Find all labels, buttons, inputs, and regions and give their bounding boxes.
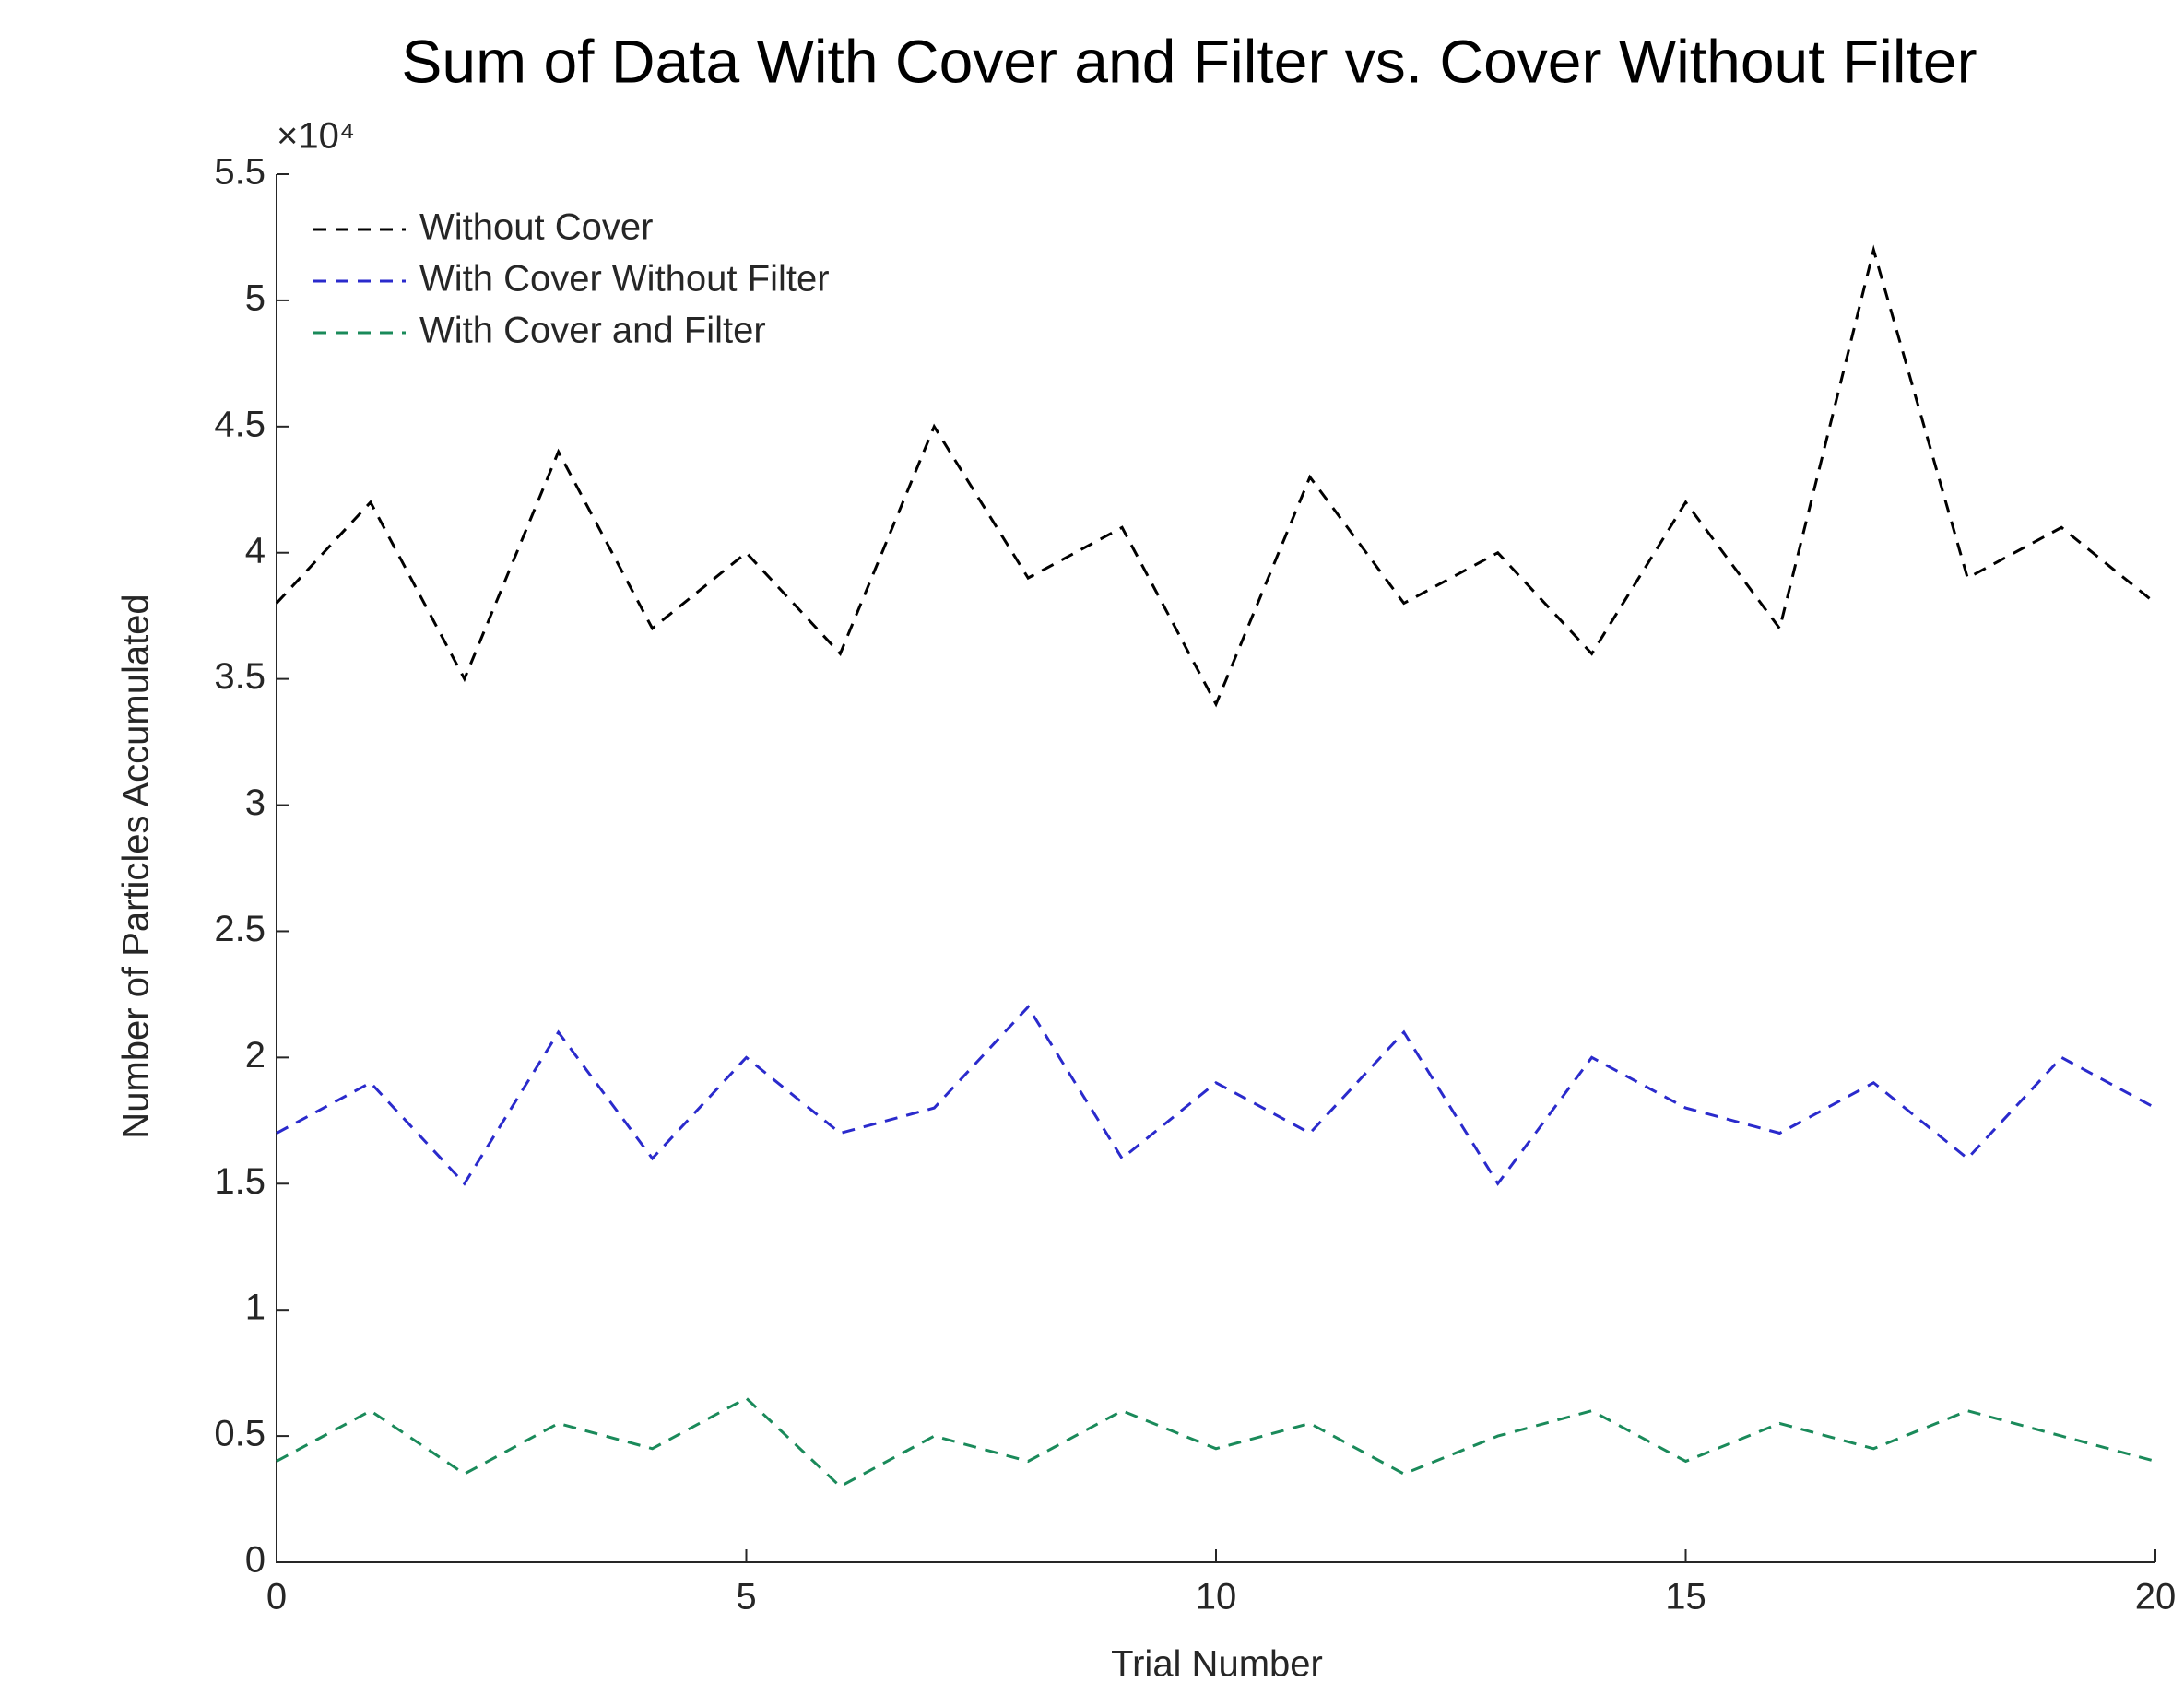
y-multiplier: ×10⁴ bbox=[277, 116, 355, 157]
y-tick-label: 0.5 bbox=[214, 1414, 266, 1454]
y-tick-label: 5 bbox=[245, 277, 266, 318]
y-tick-label: 1 bbox=[245, 1288, 266, 1328]
x-tick-label: 10 bbox=[1196, 1577, 1237, 1618]
series-line bbox=[276, 1005, 2156, 1186]
y-tick-label: 3.5 bbox=[214, 656, 266, 697]
y-tick-label: 4.5 bbox=[214, 404, 266, 444]
y-tick-label: 2 bbox=[245, 1035, 266, 1076]
y-tick-label: 2.5 bbox=[214, 909, 266, 949]
x-tick-label: 20 bbox=[2135, 1577, 2177, 1618]
series-line bbox=[276, 1396, 2156, 1488]
y-tick-label: 5.5 bbox=[214, 152, 266, 193]
y-axis-label: Number of Particles Accumulated bbox=[116, 594, 157, 1138]
legend-label: With Cover Without Filter bbox=[419, 259, 830, 300]
legend-label: With Cover and Filter bbox=[419, 311, 766, 351]
series-line bbox=[275, 244, 2156, 708]
x-tick-label: 15 bbox=[1665, 1577, 1706, 1618]
axes-box bbox=[276, 174, 2155, 1563]
legend-label: Without Cover bbox=[419, 207, 653, 248]
y-tick-label: 4 bbox=[245, 530, 266, 571]
y-tick-label: 3 bbox=[245, 782, 266, 823]
y-tick-label: 0 bbox=[245, 1540, 266, 1581]
chart-title: Sum of Data With Cover and Filter vs. Co… bbox=[401, 27, 1977, 95]
x-tick-label: 0 bbox=[266, 1577, 287, 1618]
y-tick-label: 1.5 bbox=[214, 1161, 266, 1202]
x-axis-label: Trial Number bbox=[1111, 1644, 1323, 1685]
x-tick-label: 5 bbox=[736, 1577, 756, 1618]
